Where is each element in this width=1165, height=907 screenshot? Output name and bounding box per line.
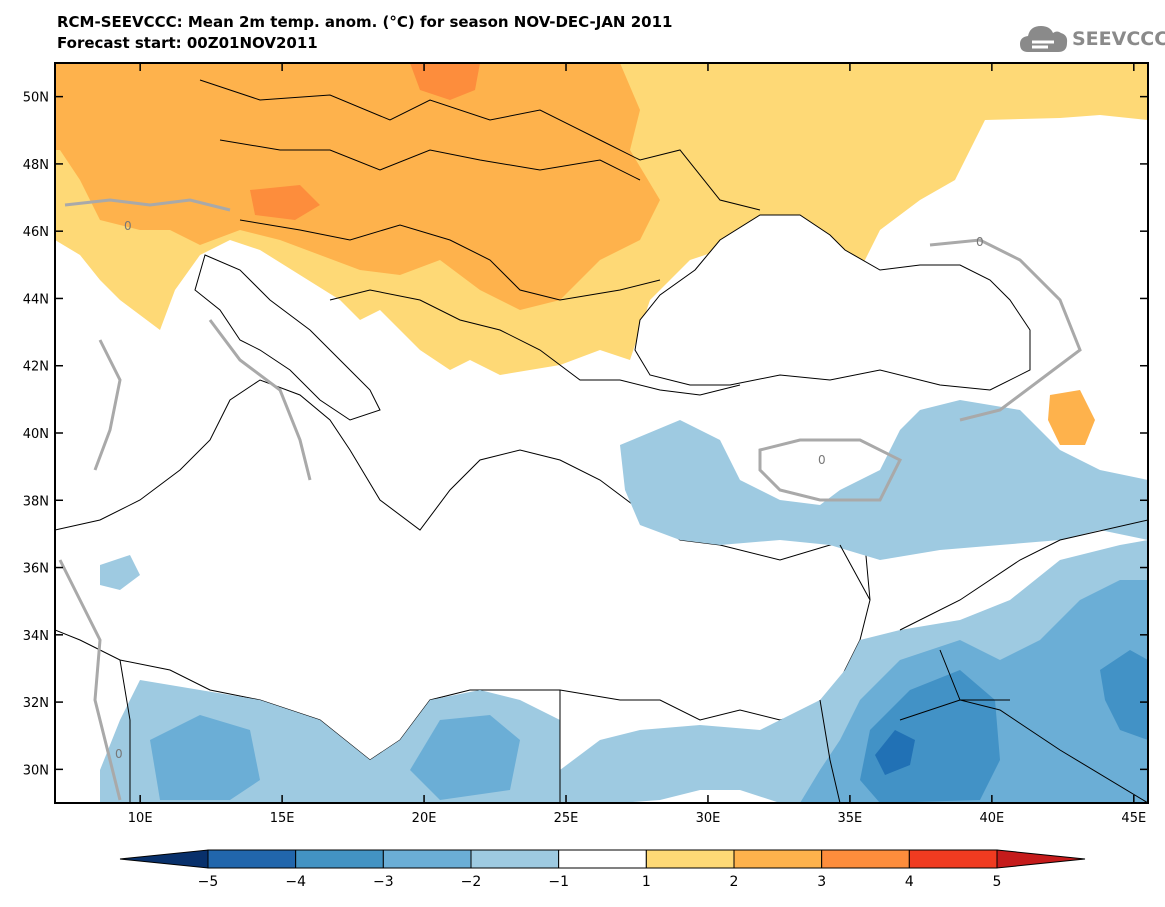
colorbar-label: 2 <box>730 874 739 890</box>
colorbar-label: −4 <box>285 874 306 890</box>
longitude-label: 10E <box>128 811 153 826</box>
warm-anomaly-region-4 <box>410 63 480 100</box>
colorbar-segment <box>821 849 910 869</box>
colorbar-max-arrow <box>996 849 1086 869</box>
colorbar-label: 1 <box>642 874 651 890</box>
latitude-label: 34N <box>23 629 49 644</box>
latitude-label: 36N <box>23 562 49 577</box>
latitude-label: 44N <box>23 292 49 307</box>
colorbar-label: −1 <box>548 874 569 890</box>
logo-text: SEEVCCC <box>1072 28 1165 50</box>
map-field: 0 0 0 0 <box>55 63 1148 803</box>
forecast-start-subtitle: Forecast start: 00Z01NOV2011 <box>57 34 318 52</box>
longitude-label: 25E <box>554 811 579 826</box>
cloud-icon <box>1020 26 1068 52</box>
cold-anomaly-region-1 <box>620 400 1148 560</box>
colorbar-segment <box>558 849 647 869</box>
longitude-label: 35E <box>838 811 863 826</box>
cold-anomaly-region-5 <box>875 730 915 775</box>
warm-anomaly-region-5 <box>250 185 320 220</box>
color-legend: −5 −4 −3 −2 −1 1 2 3 4 5 <box>119 849 1086 890</box>
cold-anomaly-region-6 <box>1100 650 1148 740</box>
colorbar-label: −5 <box>198 874 219 890</box>
colorbar-segment <box>207 849 297 869</box>
colorbar-segment <box>645 849 735 869</box>
colorbar-segment <box>470 849 560 869</box>
warm-anomaly-region-3 <box>1048 390 1095 445</box>
colorbar-label: −2 <box>461 874 482 890</box>
latitude-label: 50N <box>23 91 49 106</box>
zero-contour-label: 0 <box>124 219 132 233</box>
longitude-label: 20E <box>412 811 437 826</box>
colorbar-label: −3 <box>373 874 394 890</box>
colorbar-segment <box>295 849 384 869</box>
latitude-axis: 50N 48N 46N 44N 42N 40N 38N 36N 34N 32N 30N <box>23 91 1148 778</box>
black-sea <box>634 214 1031 391</box>
latitude-label: 32N <box>23 696 49 711</box>
seevccc-logo: SEEVCCC <box>1018 20 1165 60</box>
colorbar-label: 5 <box>993 874 1002 890</box>
longitude-axis: 10E 15E 20E 25E 30E 35E 40E 45E <box>128 63 1146 826</box>
zero-contour-label: 0 <box>976 235 984 249</box>
latitude-label: 38N <box>23 494 49 509</box>
colorbar-min-arrow <box>119 849 209 869</box>
latitude-label: 42N <box>23 360 49 375</box>
colorbar-label: 3 <box>817 874 826 890</box>
warm-anomaly-region-2 <box>55 63 660 310</box>
latitude-label: 30N <box>23 763 49 778</box>
zero-contour-line <box>58 198 1082 801</box>
italy <box>194 254 381 421</box>
longitude-label: 45E <box>1121 811 1146 826</box>
longitude-label: 30E <box>696 811 721 826</box>
colorbar-segment <box>908 849 998 869</box>
latitude-label: 40N <box>23 427 49 442</box>
cold-anomaly-region-9 <box>410 715 520 800</box>
cold-anomaly-region-8 <box>150 715 260 800</box>
latitude-label: 46N <box>23 225 49 240</box>
colorbar-segment <box>733 849 823 869</box>
country-borders <box>119 79 1148 803</box>
colorbar-label: 4 <box>905 874 914 890</box>
colorbar-segment <box>382 849 472 869</box>
cold-anomaly-region-10 <box>100 555 140 590</box>
zero-contour-label: 0 <box>115 747 123 761</box>
map-title: RCM-SEEVCCC: Mean 2m temp. anom. (°C) fo… <box>57 13 673 31</box>
longitude-label: 40E <box>979 811 1004 826</box>
latitude-label: 48N <box>23 158 49 173</box>
longitude-label: 15E <box>270 811 295 826</box>
zero-contour-label: 0 <box>818 453 826 467</box>
